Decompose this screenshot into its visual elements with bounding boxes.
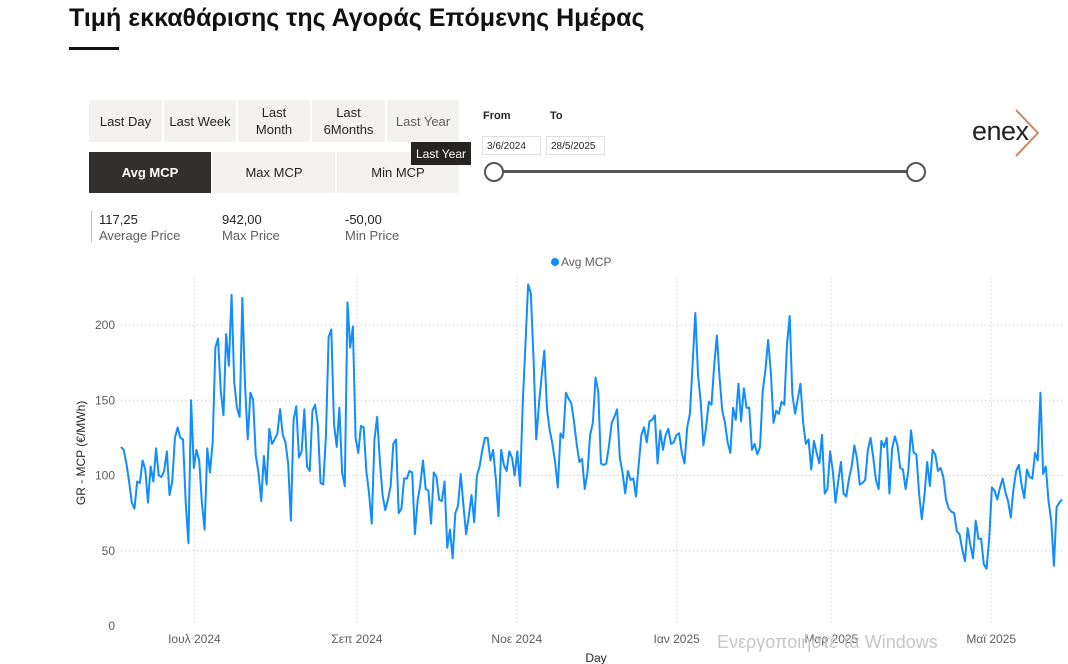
to-label: To bbox=[550, 110, 563, 122]
last-week-button[interactable]: Last Week bbox=[164, 100, 236, 142]
enex-logo-mark bbox=[1015, 109, 1040, 157]
to-date-input[interactable]: 28/5/2025 bbox=[546, 136, 605, 155]
max-mcp-button[interactable]: Max MCP bbox=[213, 152, 335, 193]
x-axis-title: Day bbox=[585, 651, 606, 664]
from-date-input[interactable]: 3/6/2024 bbox=[482, 136, 541, 155]
y-tick-label: 50 bbox=[102, 544, 116, 558]
date-slider-track[interactable] bbox=[494, 170, 916, 173]
min-price-value: -50,00 bbox=[345, 212, 382, 227]
last-day-button[interactable]: Last Day bbox=[89, 100, 162, 142]
average-price-label: Average Price bbox=[99, 228, 181, 243]
last-6months-button[interactable]: Last 6Months bbox=[312, 100, 385, 142]
y-tick-label: 0 bbox=[108, 619, 115, 633]
enex-logo: enex bbox=[972, 116, 1029, 146]
y-tick-label: 100 bbox=[95, 469, 115, 483]
max-price-label: Max Price bbox=[222, 228, 280, 243]
x-tick-label: Νοε 2024 bbox=[491, 632, 542, 646]
date-slider-end-handle[interactable] bbox=[906, 162, 926, 182]
min-price-label: Min Price bbox=[345, 228, 400, 243]
x-tick-label: Ιουλ 2024 bbox=[168, 632, 221, 646]
y-tick-label: 200 bbox=[95, 318, 115, 332]
x-tick-label: Ιαν 2025 bbox=[654, 632, 701, 646]
max-price-value: 942,00 bbox=[222, 212, 262, 227]
stats-divider bbox=[91, 211, 92, 243]
avg-mcp-series-line bbox=[120, 283, 1063, 570]
y-axis-title: GR - MCP (€/MWh) bbox=[74, 401, 88, 505]
mcp-line-chart: 0 50 100 150 200 Ιουλ 2024 Σεπ 2024 Νοε 2024 Ιαν… bbox=[74, 255, 1063, 664]
x-tick-label: Μαρ 2025 bbox=[804, 632, 858, 646]
x-tick-label: Μαϊ 2025 bbox=[966, 632, 1016, 646]
last-year-tooltip: Last Year bbox=[411, 142, 471, 165]
title-underline bbox=[69, 47, 119, 50]
windows-activation-watermark: Ενεργοποιήστε τα Windows bbox=[717, 632, 938, 652]
y-tick-label: 150 bbox=[95, 393, 115, 407]
from-label: From bbox=[483, 110, 511, 122]
page-title: Τιμή εκκαθάρισης της Αγοράς Επόμενης Ημέ… bbox=[69, 4, 645, 32]
date-slider-start-handle[interactable] bbox=[484, 162, 504, 182]
legend-marker bbox=[551, 258, 559, 266]
average-price-value: 117,25 bbox=[99, 212, 138, 227]
x-tick-label: Σεπ 2024 bbox=[331, 632, 382, 646]
legend-label: Avg MCP bbox=[561, 255, 611, 269]
last-year-button[interactable]: Last Year bbox=[387, 100, 459, 142]
last-month-button[interactable]: Last Month bbox=[238, 100, 310, 142]
avg-mcp-button[interactable]: Avg MCP bbox=[89, 152, 211, 193]
